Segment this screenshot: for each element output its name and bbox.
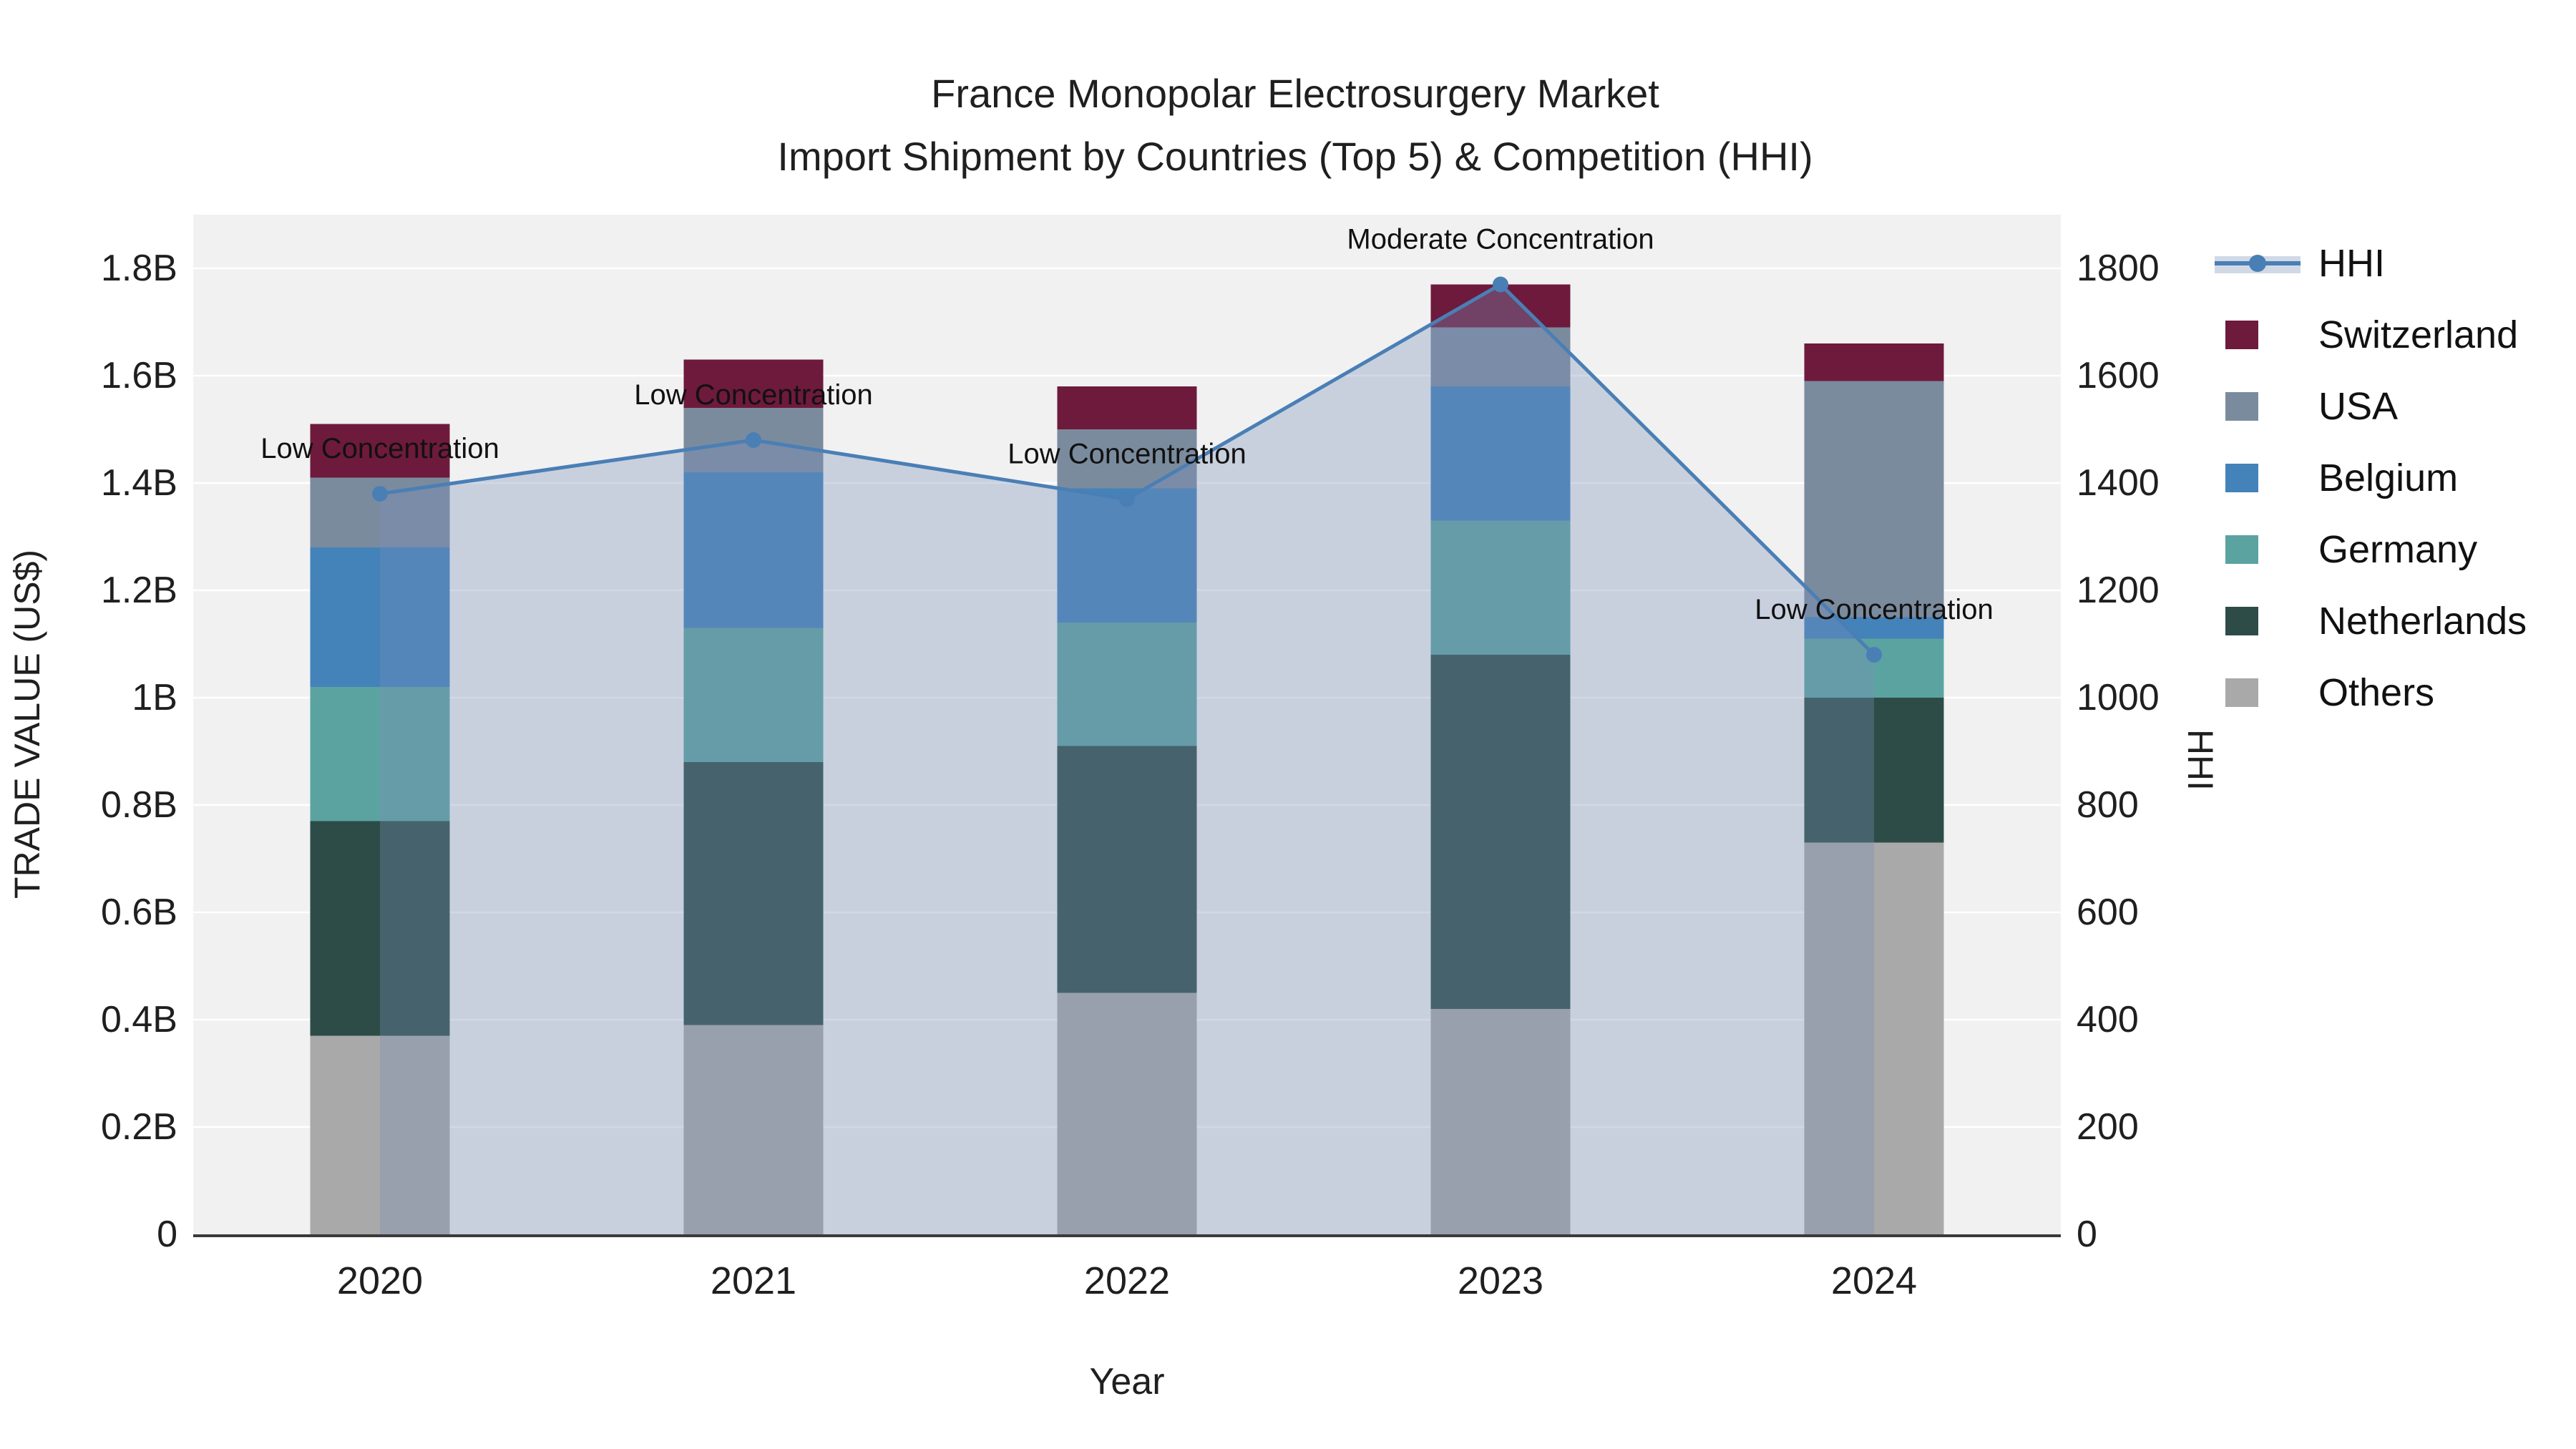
bar-segment-netherlands-2020 bbox=[310, 821, 450, 1036]
bar-segment-germany-2021 bbox=[683, 628, 824, 762]
legend-swatch-switzerland bbox=[2225, 321, 2258, 349]
y-tick-label: 1.6B bbox=[101, 355, 177, 396]
bar-segment-netherlands-2024 bbox=[1804, 698, 1944, 843]
legend-item-switzerland[interactable]: Switzerland bbox=[2225, 313, 2518, 356]
bar-segment-others-2023 bbox=[1430, 1009, 1571, 1234]
bar-segment-germany-2023 bbox=[1430, 520, 1571, 655]
bar-segment-others-2021 bbox=[683, 1025, 824, 1234]
y2-tick-label: 1400 bbox=[2077, 462, 2160, 504]
legend-label-germany: Germany bbox=[2318, 528, 2477, 571]
legend-item-others[interactable]: Others bbox=[2225, 671, 2434, 714]
bar-segment-netherlands-2023 bbox=[1430, 655, 1571, 1009]
hhi-marker-2024 bbox=[1866, 647, 1882, 663]
legend-swatch-others bbox=[2225, 678, 2258, 707]
hhi-marker-2020 bbox=[372, 486, 388, 502]
legend-label-usa: USA bbox=[2318, 385, 2398, 428]
y2-axis-title: HHI bbox=[2180, 729, 2220, 791]
hhi-marker-2023 bbox=[1493, 276, 1508, 293]
legend-label-belgium: Belgium bbox=[2318, 457, 2458, 499]
bar-segment-netherlands-2021 bbox=[683, 762, 824, 1025]
y-tick-label: 0 bbox=[157, 1214, 177, 1255]
y2-tick-label: 1000 bbox=[2077, 677, 2160, 718]
annotation-2024: Low Concentration bbox=[1755, 594, 1994, 625]
hhi-area-fill bbox=[380, 284, 1874, 1234]
bar-segment-belgium-2023 bbox=[1430, 386, 1571, 521]
y-axis-title: TRADE VALUE (US$) bbox=[7, 550, 47, 899]
y2-tick-label: 800 bbox=[2077, 784, 2139, 826]
legend-item-usa[interactable]: USA bbox=[2225, 385, 2398, 428]
y-tick-label: 0.2B bbox=[101, 1106, 177, 1148]
bar-segment-others-2022 bbox=[1057, 992, 1197, 1234]
annotation-2020: Low Concentration bbox=[260, 433, 499, 464]
legend-item-netherlands[interactable]: Netherlands bbox=[2225, 600, 2527, 643]
y-tick-label: 1.2B bbox=[101, 570, 177, 611]
y-tick-label: 0.4B bbox=[101, 999, 177, 1040]
hhi-line-layer bbox=[372, 276, 1882, 663]
y2-tick-label: 1800 bbox=[2077, 248, 2160, 289]
stacked-bars-layer bbox=[310, 284, 1944, 1234]
y-tick-label: 0.6B bbox=[101, 892, 177, 933]
y2-tick-label: 1200 bbox=[2077, 570, 2160, 611]
legend-label-netherlands: Netherlands bbox=[2318, 600, 2527, 643]
legend-swatch-belgium bbox=[2225, 464, 2258, 492]
legend-swatch-germany bbox=[2225, 535, 2258, 564]
y2-tick-label: 200 bbox=[2077, 1106, 2139, 1148]
annotation-2022: Low Concentration bbox=[1008, 439, 1246, 470]
y-tick-label: 1B bbox=[132, 677, 177, 718]
y2-tick-label: 600 bbox=[2077, 892, 2139, 933]
annotation-2023: Moderate Concentration bbox=[1347, 224, 1654, 255]
y2-tick-label: 400 bbox=[2077, 999, 2139, 1040]
annotation-2021: Low Concentration bbox=[634, 379, 873, 411]
bar-segment-belgium-2021 bbox=[683, 472, 824, 628]
y-axis-tick-labels: 0 0.2B 0.4B 0.6B 0.8B 1B 1.2B 1.4B 1.6B 1.8B bbox=[101, 248, 177, 1255]
legend-label-hhi: HHI bbox=[2318, 242, 2385, 285]
x-tick-label-2020: 2020 bbox=[337, 1259, 423, 1302]
legend-label-others: Others bbox=[2318, 671, 2434, 714]
y-tick-label: 1.8B bbox=[101, 248, 177, 289]
x-tick-label-2022: 2022 bbox=[1084, 1259, 1170, 1302]
legend-swatch-usa bbox=[2225, 392, 2258, 421]
legend-item-hhi[interactable]: HHI bbox=[2215, 242, 2385, 285]
x-axis-tick-labels: 2020 2021 2022 2023 2024 bbox=[337, 1259, 1917, 1302]
legend-swatch-netherlands bbox=[2225, 607, 2258, 635]
bar-segment-others-2020 bbox=[310, 1035, 450, 1234]
annotations-layer: Low Concentration Low Concentration Low Co… bbox=[260, 224, 1994, 626]
bar-segment-switzerland-2021 bbox=[683, 359, 824, 408]
y2-axis-tick-labels: 0 200 400 600 800 1000 1200 1400 1600 1800 bbox=[2077, 248, 2160, 1255]
x-tick-label-2024: 2024 bbox=[1831, 1259, 1917, 1302]
x-tick-label-2023: 2023 bbox=[1458, 1259, 1543, 1302]
legend: HHI Switzerland USA Belgium Germany Netherlan… bbox=[2215, 242, 2527, 714]
bar-segment-germany-2022 bbox=[1057, 623, 1197, 746]
bar-segment-others-2024 bbox=[1804, 842, 1944, 1234]
legend-item-belgium[interactable]: Belgium bbox=[2225, 457, 2458, 499]
y2-tick-label: 0 bbox=[2077, 1214, 2097, 1255]
bar-segment-usa-2023 bbox=[1430, 327, 1571, 386]
x-tick-label-2021: 2021 bbox=[711, 1259, 796, 1302]
bar-segment-usa-2024 bbox=[1804, 381, 1944, 618]
hhi-marker-2022 bbox=[1119, 491, 1135, 507]
bar-segment-belgium-2022 bbox=[1057, 488, 1197, 623]
bar-segment-usa-2022 bbox=[1057, 429, 1197, 489]
chart-title-line2: Import Shipment by Countries (Top 5) & C… bbox=[777, 134, 1813, 179]
y2-tick-label: 1600 bbox=[2077, 355, 2160, 396]
y-tick-label: 0.8B bbox=[101, 784, 177, 826]
x-axis-title: Year bbox=[1089, 1361, 1164, 1402]
bar-segment-switzerland-2022 bbox=[1057, 386, 1197, 429]
bar-segment-netherlands-2022 bbox=[1057, 746, 1197, 993]
bar-segment-belgium-2024 bbox=[1804, 617, 1944, 639]
hhi-area-fill-layer bbox=[380, 284, 1874, 1234]
legend-label-switzerland: Switzerland bbox=[2318, 313, 2518, 356]
bar-segment-switzerland-2020 bbox=[310, 424, 450, 478]
chart-title-line1: France Monopolar Electrosurgery Market bbox=[931, 71, 1659, 116]
bar-segment-switzerland-2024 bbox=[1804, 343, 1944, 381]
hhi-marker-2021 bbox=[746, 432, 761, 448]
legend-hhi-marker-icon bbox=[2249, 255, 2266, 272]
bar-segment-germany-2020 bbox=[310, 687, 450, 821]
bar-segment-belgium-2020 bbox=[310, 547, 450, 687]
y-tick-label: 1.4B bbox=[101, 462, 177, 504]
legend-item-germany[interactable]: Germany bbox=[2225, 528, 2477, 571]
